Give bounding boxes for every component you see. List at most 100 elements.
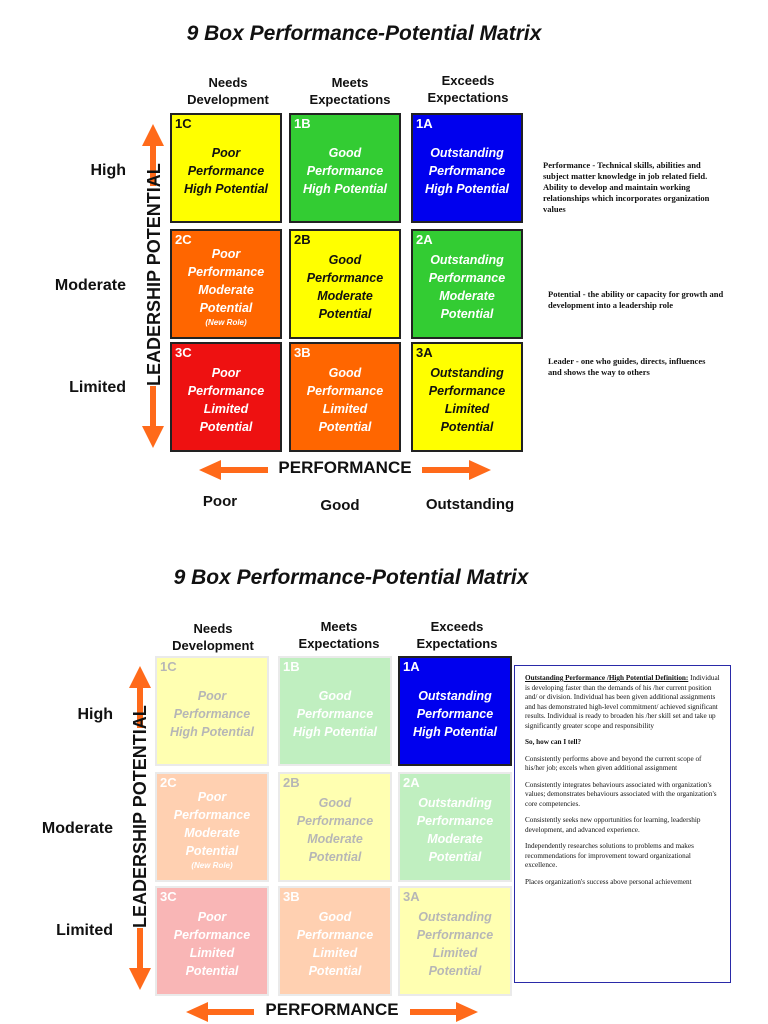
box-line: Poor [197,689,227,703]
outstanding-high-potential-info-box: Outstanding Performance /High Potential … [514,665,731,983]
box-description: Poor Performance Moderate Potential (New Rol… [172,231,280,337]
box-line: Potential [199,420,253,434]
box-line: Limited [322,402,368,416]
info-point: Consistently seeks new opportunities for… [525,816,701,834]
leader-definition: Leader - one who guides, directs, influe… [548,356,706,377]
info-point: Places organization's success above pers… [525,877,692,886]
matrix1-title: 9 Box Performance-Potential Matrix [186,22,542,45]
box-line: Good [318,689,352,703]
matrix2-row-limited: Limited [56,922,113,939]
box-description: Good Performance Limited Potential [280,888,390,994]
matrix1-x-axis-label: PERFORMANCE [268,458,422,478]
box-line: Performance [296,928,374,942]
box-line: Performance [296,814,374,828]
box-code: 3B [294,345,311,360]
box-line: Outstanding [430,366,504,380]
box-code: 3A [403,889,420,904]
box-line: Good [328,366,362,380]
matrix2-col-needs-development: Needs Development [172,621,254,653]
matrix1-box-1a: 1A Outstanding Performance High Potential [411,113,523,223]
matrix1-box-1b: 1B Good Performance High Potential [289,113,401,223]
matrix2-row-high: High [77,706,113,723]
box-line: Performance [306,271,384,285]
matrix2-y-axis-label: LEADERSHIP POTENTIAL [130,705,150,928]
box-line: Limited [203,402,249,416]
box-line: Poor [211,366,241,380]
matrix1-row-moderate: Moderate [54,277,126,294]
box-description: Poor Performance Limited Potential [157,888,267,994]
box-line: Moderate [427,832,483,846]
box-description: Good Performance Moderate Potential [291,231,399,337]
box-line: Good [318,910,352,924]
box-description: Good Performance Moderate Potential [280,774,390,880]
box-line: Poor [211,247,241,261]
box-line: Potential [185,844,239,858]
info-point: Consistently performs above and beyond t… [525,754,702,773]
box-line: Potential [308,964,362,978]
box-line: Potential [318,307,372,321]
box-code: 2A [403,775,420,790]
matrix2-row-moderate: Moderate [41,820,113,837]
box-line: High Potential [169,725,255,739]
matrix1-box-2a: 2A Outstanding Performance Moderate Potentia… [411,229,523,339]
box-description: Outstanding Performance High Potential [413,115,521,221]
box-code: 3A [416,345,433,360]
matrix2-x-axis-label: PERFORMANCE [254,1000,410,1020]
box-description: Good Performance Limited Potential [291,344,399,450]
box-description: Poor Performance Moderate Potential (New Rol… [157,774,267,880]
box-note: (New Role) [191,861,233,870]
box-line: Performance [416,928,494,942]
matrix2-box-1a: 1A Outstanding Performance High Potential [398,656,512,766]
box-code: 3C [160,889,177,904]
info-definition: Outstanding Performance /High Potential … [525,674,720,731]
box-line: Performance [173,707,251,721]
box-line: Potential [318,420,372,434]
box-description: Outstanding Performance Moderate Potential [413,231,521,337]
box-line: Performance [306,164,384,178]
box-description: Poor Performance High Potential [157,658,267,764]
potential-definition: Potential - the ability or capacity for … [548,289,724,310]
matrix1-perf-poor: Poor [202,493,238,510]
matrix1-box-2c: 2C Poor Performance Moderate Potential (New R… [170,229,282,339]
box-line: Potential [199,301,253,315]
box-line: Poor [197,790,227,804]
box-line: Limited [444,402,490,416]
box-line: Performance [416,707,494,721]
matrix1-perf-outstanding: Outstanding [425,496,515,513]
box-line: Potential [308,850,362,864]
box-code: 1B [294,116,311,131]
box-line: Limited [432,946,478,960]
box-line: Performance [187,384,265,398]
box-line: Limited [312,946,358,960]
box-description: Good Performance High Potential [291,115,399,221]
matrix2-box-1c: 1C Poor Performance High Potential [155,656,269,766]
box-line: Limited [189,946,235,960]
box-line: Moderate [317,289,373,303]
matrix2-box-2b: 2B Good Performance Moderate Potential [278,772,392,882]
box-code: 2B [283,775,300,790]
box-code: 2A [416,232,433,247]
info-point: Independently researches solutions to pr… [525,842,694,869]
box-description: Outstanding Performance Limited Potential [413,344,521,450]
box-line: Outstanding [418,689,492,703]
box-code: 2C [160,775,177,790]
box-line: High Potential [292,725,378,739]
box-line: Performance [173,808,251,822]
box-line: Outstanding [418,910,492,924]
box-line: Performance [416,814,494,828]
box-line: Poor [211,146,241,160]
box-line: Potential [185,964,239,978]
box-line: High Potential [302,182,388,196]
box-line: Outstanding [430,146,504,160]
box-code: 1A [416,116,433,131]
matrix2-box-1b: 1B Good Performance High Potential [278,656,392,766]
box-code: 1B [283,659,300,674]
box-line: Performance [187,164,265,178]
box-line: Performance [428,384,506,398]
box-line: High Potential [183,182,269,196]
box-line: Performance [296,707,374,721]
box-line: Moderate [198,283,254,297]
matrix1-box-2b: 2B Good Performance Moderate Potential [289,229,401,339]
matrix1-col-exceeds-expectations: Exceeds Expectations [427,73,509,105]
box-code: 2B [294,232,311,247]
